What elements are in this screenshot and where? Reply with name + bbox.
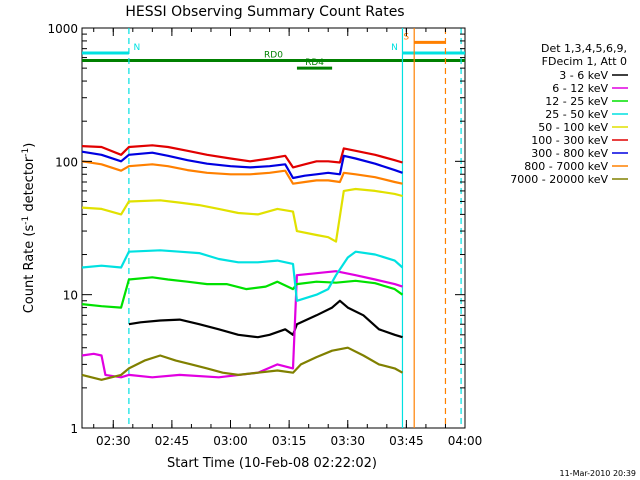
x-axis-label: Start Time (10-Feb-08 02:22:02) (167, 456, 377, 471)
y-axis-label: Count Rate (s-1 detector-1) (21, 143, 37, 314)
annotation-bar-label: N (134, 43, 141, 53)
legend-entry-label: 12 - 25 keV (545, 95, 608, 108)
annotation-bar-label: N (391, 43, 398, 53)
legend: Det 1,3,4,5,6,9, FDecim 1, Att 0 3 - 6 k… (510, 42, 628, 186)
series-line (128, 299, 403, 339)
series-line (81, 160, 403, 185)
series-line (81, 346, 404, 381)
y-tick-label: 10 (63, 289, 78, 303)
data-series (81, 144, 404, 381)
y-tick-label: 1 (70, 422, 78, 436)
x-tick-label: 03:15 (272, 434, 307, 448)
legend-entry-label: 300 - 800 keV (531, 147, 608, 160)
annotation-bar-label: S (403, 32, 409, 42)
legend-header-line-1: Det 1,3,4,5,6,9, (541, 42, 627, 55)
x-tick-label: 03:30 (330, 434, 365, 448)
x-axis-ticks: 02:30 02:45 03:00 03:15 03:30 03:45 04:00 (93, 28, 483, 448)
x-tick-label: 02:30 (96, 434, 131, 448)
legend-entry-label: 800 - 7000 keV (524, 160, 608, 173)
chart-title: HESSI Observing Summary Count Rates (125, 4, 404, 20)
y-axis-ticks: 1 10 100 1000 (47, 22, 465, 436)
legend-entry-label: 25 - 50 keV (545, 108, 608, 121)
x-tick-label: 03:45 (389, 434, 424, 448)
series-line (81, 144, 403, 169)
series-line (81, 187, 403, 243)
legend-entry-label: 50 - 100 keV (538, 121, 608, 134)
annotation-bar-label: RD4 (305, 58, 324, 68)
series-line (81, 276, 404, 309)
x-tick-label: 02:45 (155, 434, 190, 448)
y-tick-label: 100 (55, 155, 78, 169)
legend-header-line-2: FDecim 1, Att 0 (542, 55, 627, 68)
legend-entry-label: 6 - 12 keV (552, 82, 608, 95)
annotation-lines (128, 28, 462, 428)
x-tick-label: 04:00 (448, 434, 483, 448)
series-line (81, 150, 403, 180)
legend-entry-label: 100 - 300 keV (531, 134, 608, 147)
series-line (81, 249, 404, 302)
legend-entry-label: 7000 - 20000 keV (510, 173, 608, 186)
y-tick-label: 1000 (47, 22, 78, 36)
legend-entry-label: 3 - 6 keV (559, 69, 608, 82)
x-tick-label: 03:00 (213, 434, 248, 448)
plot-frame (81, 27, 466, 429)
annotation-bar-label: RD0 (264, 51, 283, 61)
footer-timestamp: 11-Mar-2010 20:39 (560, 469, 637, 478)
